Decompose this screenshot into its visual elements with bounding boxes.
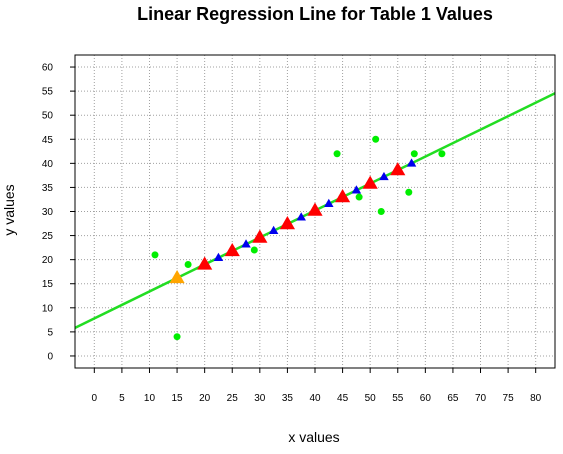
data-point-small-triangle [324,198,334,208]
data-point-triangle [224,242,240,257]
data-point-triangle [362,175,378,189]
y-tick-label: 15 [42,279,54,290]
data-point-circle [405,188,413,196]
y-tick-label: 55 [42,87,54,98]
x-tick-label: 25 [227,393,239,404]
x-tick-label: 50 [365,393,377,404]
data-point-triangle [390,162,406,176]
data-point-circle [355,193,363,201]
y-axis-label: y values [1,184,17,235]
y-tick-label: 10 [42,303,54,314]
x-tick-label: 60 [420,393,432,404]
y-tick-label: 60 [42,63,54,74]
y-tick-label: 50 [42,111,54,122]
y-tick-label: 35 [42,183,54,194]
data-point-circle [250,246,258,254]
x-axis-label: x values [288,429,339,445]
tick-marks [70,66,537,373]
data-point-circle [438,150,446,158]
data-point-small-triangle [296,212,306,221]
chart-title: Linear Regression Line for Table 1 Value… [137,4,493,24]
y-tick-label: 0 [47,351,53,362]
x-tick-label: 35 [282,393,294,404]
data-point-small-triangle [406,158,417,167]
data-points [151,135,446,341]
x-tick-label: 15 [172,393,184,404]
y-tick-label: 45 [42,135,54,146]
x-tick-label: 70 [475,393,487,404]
y-tick-label: 25 [42,231,54,242]
data-point-triangle [279,216,296,230]
x-tick-label: 65 [447,393,459,404]
data-point-triangle [197,256,213,270]
data-point-triangle [252,229,268,243]
data-point-circle [173,333,181,341]
data-point-small-triangle [351,185,362,194]
y-tick-label: 20 [42,255,54,266]
data-point-small-triangle [379,171,389,181]
y-tick-label: 40 [42,159,54,170]
y-tick-label: 30 [42,207,54,218]
x-tick-label: 75 [503,393,515,404]
data-point-triangle [307,202,323,216]
x-tick-label: 10 [144,393,156,404]
data-point-circle [184,260,192,268]
x-tick-label: 40 [309,393,321,404]
data-point-triangle [169,269,185,284]
x-tick-label: 80 [530,393,542,404]
y-tick-label: 5 [47,327,53,338]
grid [75,55,555,368]
data-point-circle [333,150,341,158]
data-point-circle [151,251,159,259]
data-point-circle [377,208,385,215]
x-tick-label: 0 [92,393,98,404]
data-point-small-triangle [268,225,279,235]
data-point-triangle [334,189,351,203]
plot-frame [74,54,556,369]
x-tick-label: 55 [392,393,404,404]
x-tick-label: 45 [337,393,349,404]
x-tick-label: 20 [199,393,211,404]
x-tick-label: 30 [254,393,266,404]
data-point-small-triangle [213,252,224,261]
data-point-circle [410,150,418,158]
data-point-small-triangle [241,239,251,248]
data-point-circle [372,135,380,143]
x-tick-label: 5 [119,393,125,404]
